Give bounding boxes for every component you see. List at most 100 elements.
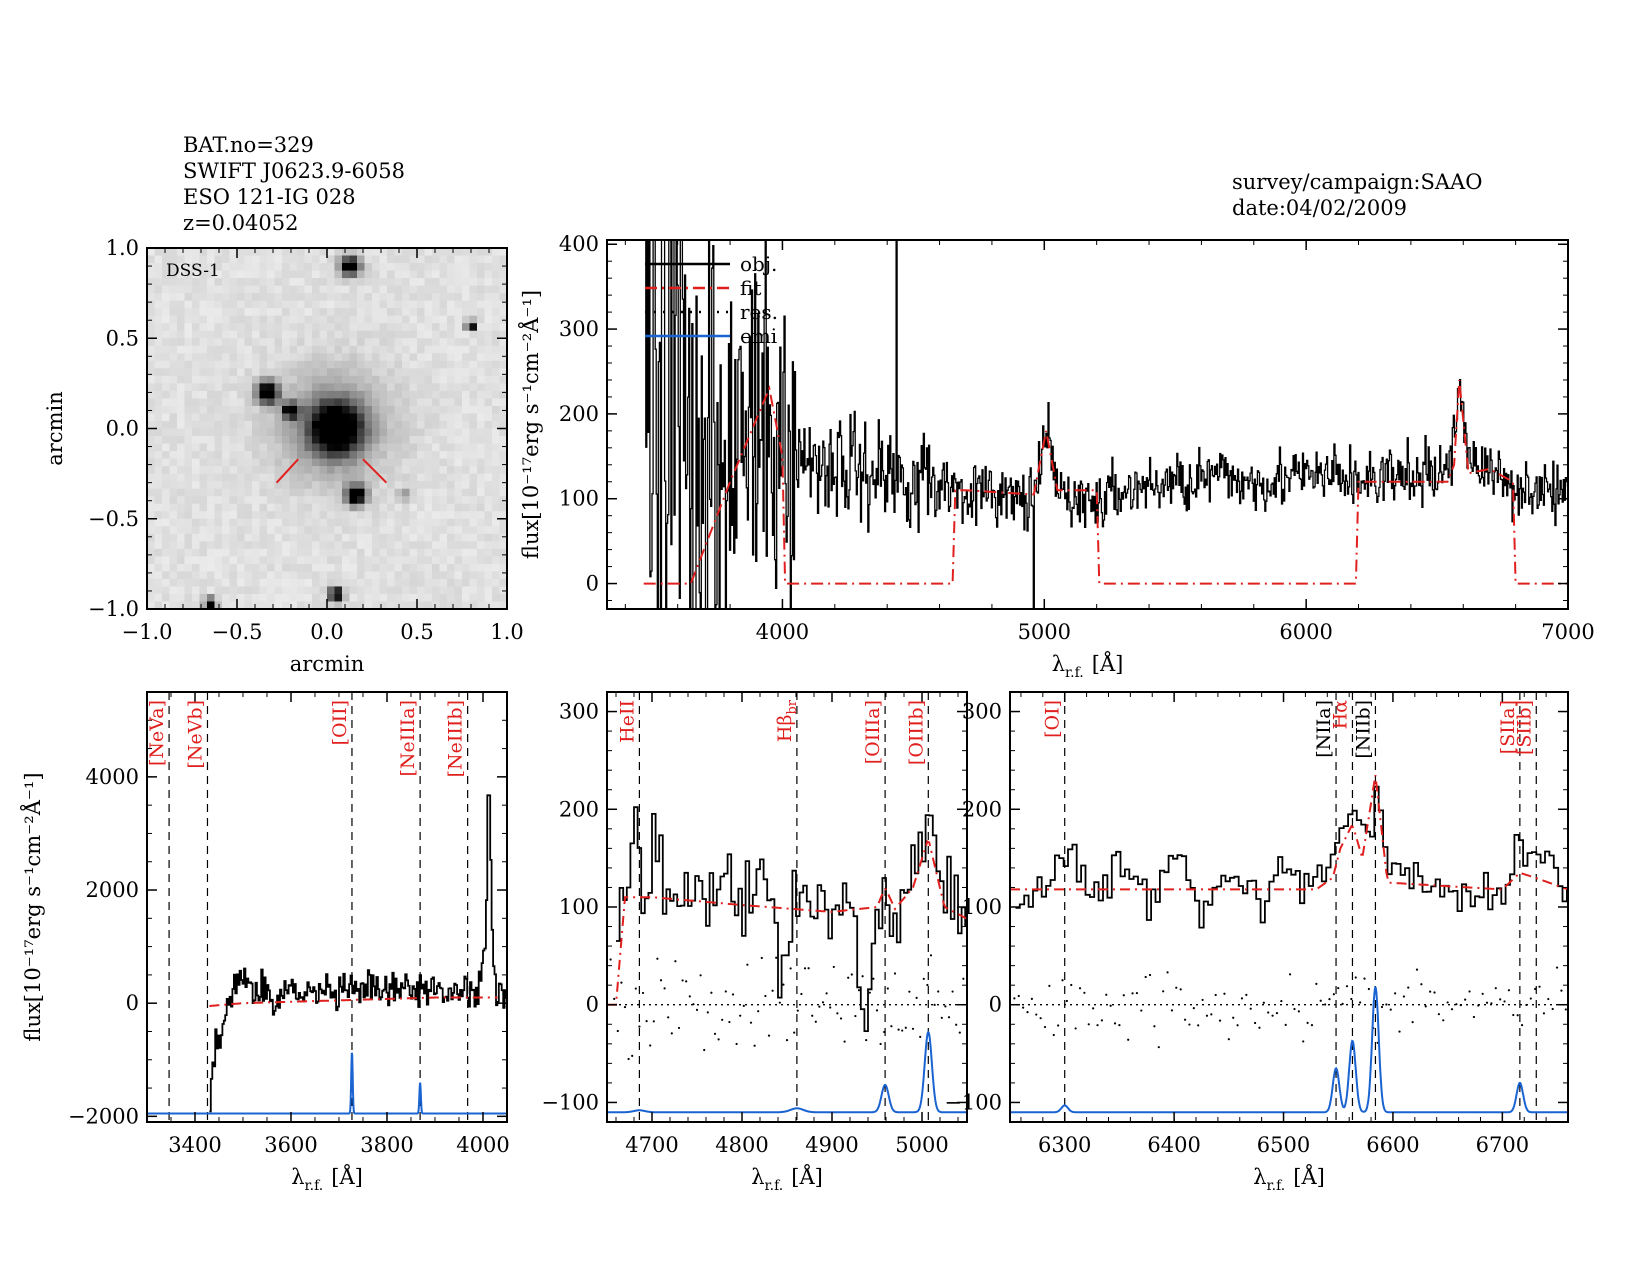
residual-point [839, 1017, 843, 1020]
image-pixel [154, 413, 163, 422]
image-pixel [214, 556, 223, 565]
image-pixel [274, 300, 283, 309]
image-pixel [237, 353, 246, 362]
image-pixel [244, 556, 253, 565]
image-pixel [289, 308, 298, 317]
image-pixel [454, 413, 463, 422]
image-pixel [447, 368, 456, 377]
image-pixel [312, 383, 321, 392]
image-pixel [154, 300, 163, 309]
residual-point [667, 1016, 670, 1019]
image-pixel [319, 398, 328, 407]
image-pixel [424, 413, 433, 422]
image-pixel [244, 315, 253, 324]
x-tick-label: 0.5 [400, 620, 433, 644]
residual-point [1127, 1038, 1130, 1041]
x-tick-label: 4000 [756, 620, 809, 644]
image-pixel [349, 443, 358, 452]
image-pixel [244, 353, 253, 362]
image-pixel [327, 488, 336, 497]
image-pixel [177, 443, 186, 452]
image-pixel [462, 293, 471, 302]
residual-point [1394, 992, 1397, 995]
image-pixel [177, 315, 186, 324]
image-pixel [147, 488, 156, 497]
image-pixel [304, 548, 313, 557]
residual-point [1170, 1009, 1174, 1012]
image-pixel [342, 278, 351, 287]
image-pixel [192, 473, 201, 482]
image-pixel [454, 390, 463, 400]
image-pixel [402, 451, 411, 460]
image-pixel [207, 255, 216, 264]
image-pixel [214, 420, 223, 430]
image-pixel [282, 270, 291, 279]
image-pixel [184, 360, 193, 369]
image-pixel [372, 488, 381, 497]
x-tick-label: 5000 [895, 1133, 948, 1157]
image-pixel [192, 466, 201, 475]
image-pixel [207, 593, 216, 603]
image-pixel [222, 586, 231, 595]
image-pixel [154, 541, 163, 550]
image-pixel [304, 345, 313, 354]
image-pixel [289, 571, 298, 580]
image-pixel [319, 526, 328, 535]
image-pixel [207, 293, 216, 302]
residual-point [893, 972, 897, 975]
image-pixel [334, 556, 343, 565]
image-pixel [147, 300, 156, 309]
residual-point [616, 1029, 619, 1033]
residual-point [1192, 1007, 1195, 1010]
image-pixel [439, 526, 448, 535]
image-pixel [147, 270, 156, 279]
image-pixel [469, 293, 478, 302]
image-pixel [327, 511, 336, 520]
image-pixel [177, 398, 186, 407]
image-pixel [417, 466, 426, 475]
residual-point [724, 990, 727, 993]
image-pixel [214, 255, 223, 264]
image-pixel [469, 488, 478, 497]
image-pixel [409, 375, 418, 384]
image-pixel [477, 578, 486, 588]
image-pixel [439, 360, 448, 369]
image-pixel [274, 436, 283, 445]
image-pixel [304, 488, 313, 497]
image-pixel [282, 263, 291, 272]
image-pixel [499, 518, 507, 527]
line-label-text: [OII] [329, 700, 351, 745]
legend-label: fit [740, 276, 761, 300]
image-pixel [484, 436, 493, 445]
image-pixel [492, 458, 501, 467]
image-pixel [379, 398, 388, 407]
image-pixel [319, 563, 328, 572]
image-pixel [222, 548, 231, 557]
image-pixel [289, 390, 298, 400]
image-pixel [327, 255, 336, 264]
image-pixel [282, 315, 291, 324]
image-pixel [357, 458, 366, 467]
image-pixel [282, 473, 291, 482]
image-pixel [259, 375, 268, 384]
image-pixel [289, 503, 298, 512]
image-pixel [327, 451, 336, 460]
image-pixel [327, 308, 336, 317]
image-pixel [349, 398, 358, 407]
image-pixel [252, 293, 261, 302]
image-pixel [147, 360, 156, 369]
image-pixel [162, 473, 171, 482]
image-pixel [409, 428, 418, 437]
image-pixel [484, 481, 493, 490]
residual-point [1148, 973, 1152, 977]
x-tick-label: 5000 [1018, 620, 1071, 644]
image-pixel [274, 518, 283, 527]
image-pixel [327, 601, 336, 609]
image-pixel [364, 436, 373, 445]
image-pixel [394, 541, 403, 550]
image-pixel [424, 496, 433, 505]
image-pixel [417, 353, 426, 362]
image-pixel [177, 488, 186, 497]
image-pixel [394, 511, 403, 520]
image-pixel [222, 601, 231, 609]
